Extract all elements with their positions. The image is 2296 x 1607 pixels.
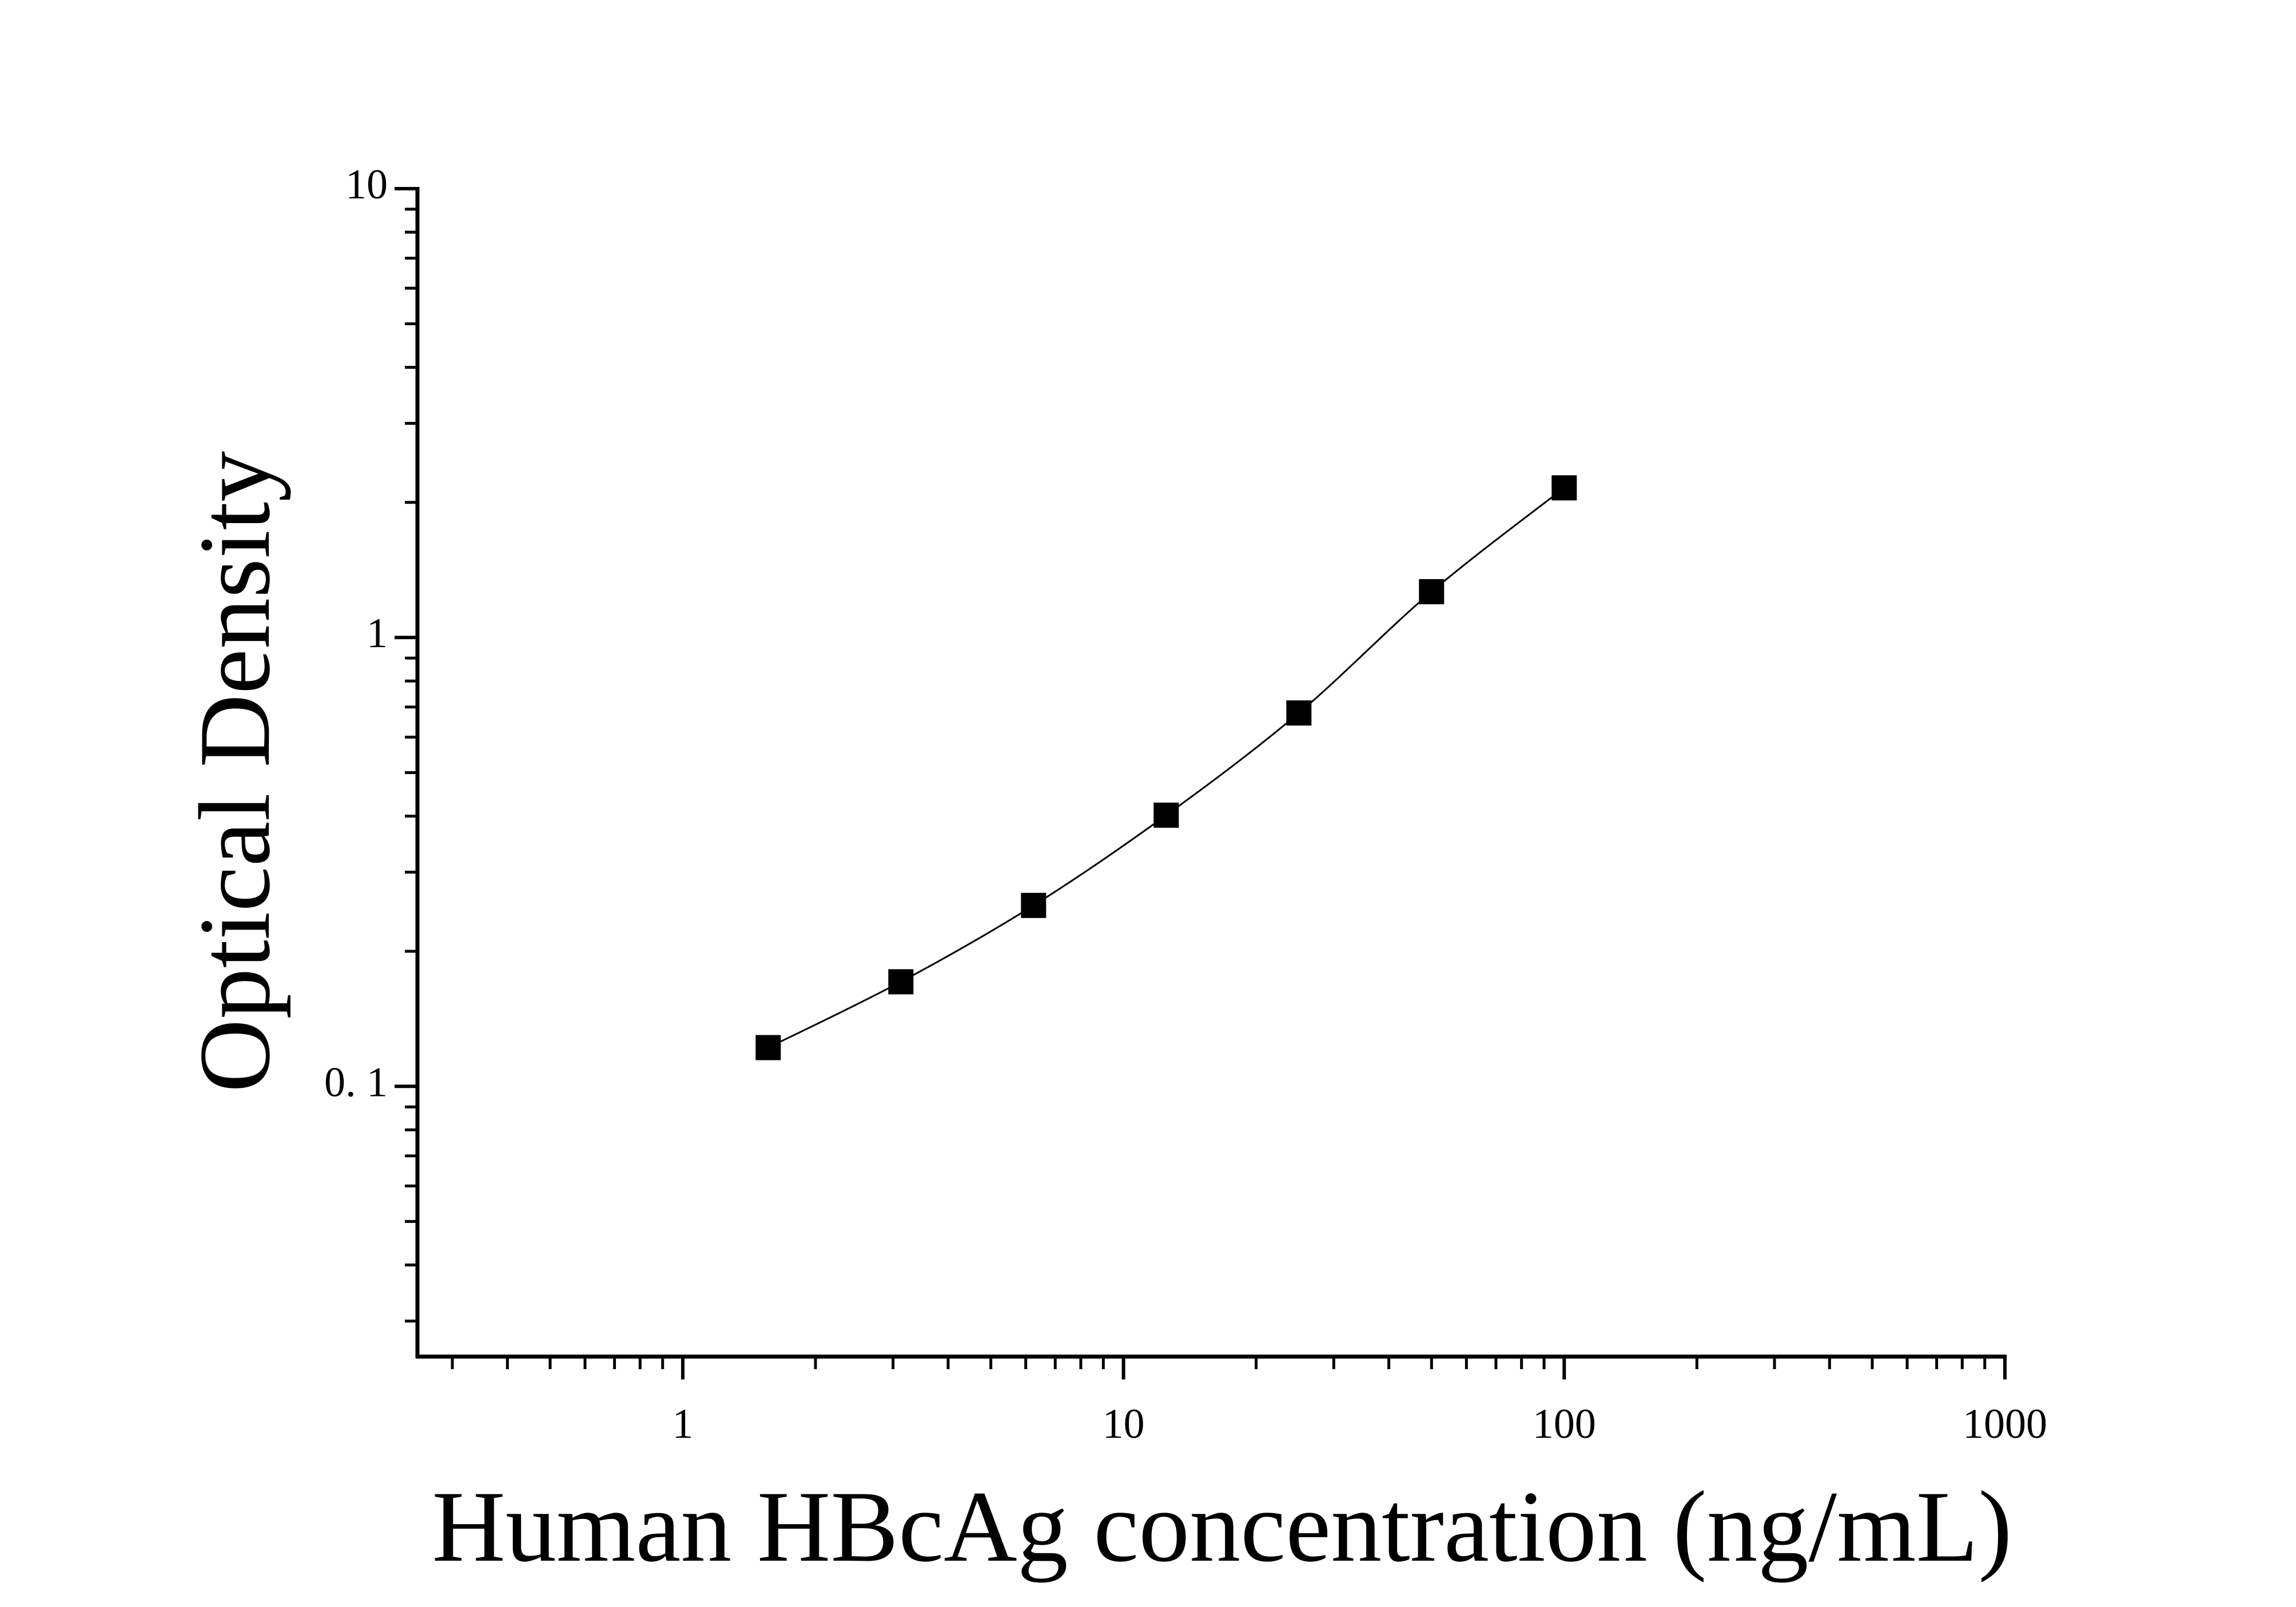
data-point [888,969,914,995]
y-tick-label: 10 [345,161,388,208]
data-point [1286,700,1312,726]
x-tick-label: 1000 [1963,1401,2047,1448]
y-axis-title: Optical Density [178,451,291,1092]
data-point [1419,579,1445,604]
y-tick-label: 1 [367,610,388,657]
y-tick-label: 0. 1 [324,1059,388,1106]
fit-curve [767,487,1565,1048]
x-tick-label: 1 [672,1401,693,1448]
x-axis-title: Human HBcAg concentration (ng/mL) [432,1470,2012,1583]
data-point [1153,802,1179,828]
data-point [1021,892,1046,918]
data-point [755,1035,781,1060]
x-tick-label: 100 [1533,1401,1596,1448]
x-tick-label: 10 [1103,1401,1145,1448]
data-point [1551,475,1577,501]
